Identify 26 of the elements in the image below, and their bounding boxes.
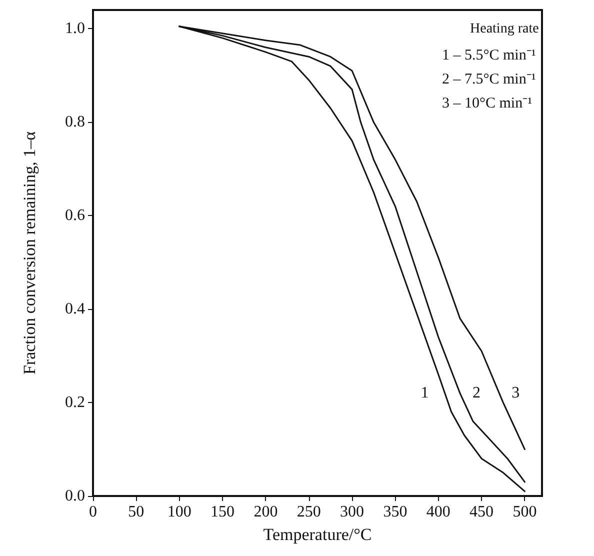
x-tick-label: 450 — [470, 504, 494, 520]
y-axis-title: Fraction conversion remaining, 1–α — [20, 131, 39, 375]
y-tick-label: 1.0 — [65, 20, 85, 38]
x-tick-label: 250 — [296, 504, 321, 520]
y-tick-label: 0.0 — [65, 488, 85, 504]
x-tick-label: 50 — [128, 504, 144, 520]
annotation: 2 – 7.5°C min⁻¹ — [442, 72, 536, 88]
x-axis-title: Temperature/°C — [263, 525, 372, 544]
x-tick-label: 350 — [383, 504, 408, 520]
series-label: 2 — [472, 384, 481, 402]
y-tick-label: 0.8 — [65, 114, 85, 131]
y-tick-label: 0.6 — [65, 207, 85, 224]
y-tick-label: 0.2 — [65, 394, 85, 412]
x-tick-label: 100 — [167, 504, 192, 520]
annotation: 3 – 10°C min⁻¹ — [442, 96, 532, 112]
x-tick-label: 400 — [426, 504, 450, 520]
series-label: 3 — [512, 384, 520, 402]
annotation: 1 – 5.5°C min⁻¹ — [442, 48, 536, 64]
x-tick-label: 300 — [340, 504, 364, 520]
y-tick-label: 0.4 — [65, 300, 85, 318]
x-tick-label: 200 — [254, 504, 278, 520]
x-tick-label: 150 — [210, 504, 235, 520]
series-label: 1 — [420, 384, 429, 402]
x-tick-label: 0 — [89, 504, 97, 520]
x-tick-label: 500 — [512, 504, 537, 520]
annotation: Heating rate — [470, 22, 539, 36]
